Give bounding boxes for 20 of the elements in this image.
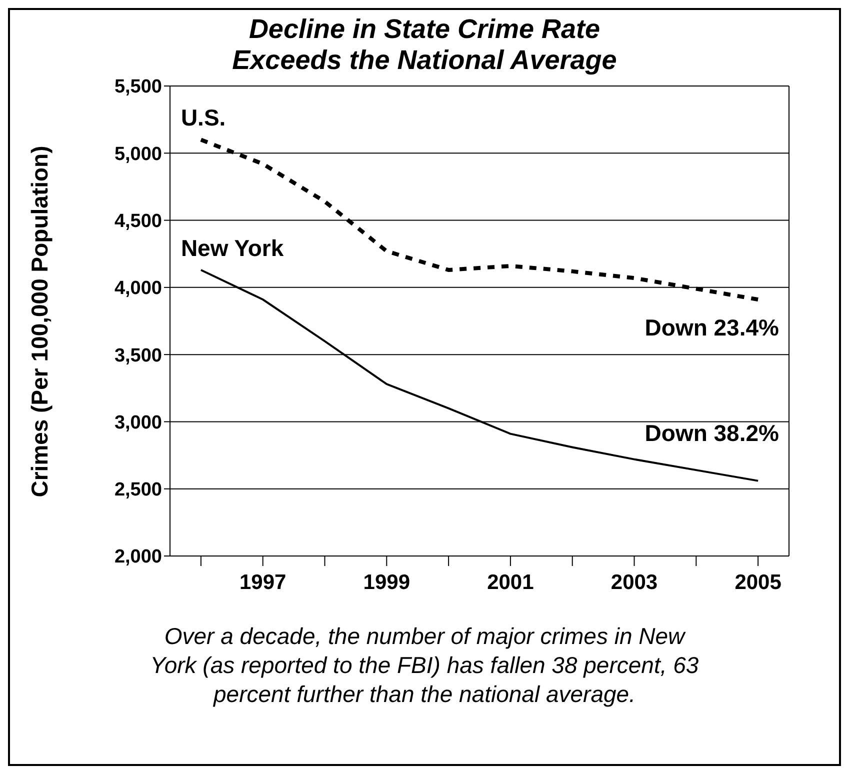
y-tick-label: 3,000 xyxy=(114,412,162,434)
series-label: U.S. xyxy=(180,104,226,131)
x-tick-label: 2003 xyxy=(610,570,658,594)
y-tick-label: 2,000 xyxy=(114,546,162,568)
chart-title: Decline in State Crime Rate Exceeds the National Average xyxy=(231,14,618,76)
annotation: Down 23.4% xyxy=(644,314,779,341)
series-label: New York xyxy=(180,234,284,261)
y-tick-label: 3,500 xyxy=(114,345,162,366)
y-tick-label: 5,000 xyxy=(114,144,162,165)
y-tick-label: 4,500 xyxy=(114,211,162,232)
y-axis-title: Crimes (Per 100,000 Population) xyxy=(26,145,54,497)
y-tick-label: 2,500 xyxy=(114,480,162,501)
x-tick-label: 2005 xyxy=(734,570,782,594)
x-tick-label: 1997 xyxy=(239,570,286,594)
y-tick-label: 4,000 xyxy=(114,278,162,300)
x-tick-label: 2001 xyxy=(487,570,534,594)
text: Over a decade, the number of major crimes in New York (as reported to the FBI) has fallen 38 percent, 63 percent further than the national average. xyxy=(149,622,700,709)
x-tick-label: 1999 xyxy=(363,570,410,594)
annotation: Down 38.2% xyxy=(644,420,779,446)
y-tick-label: 5,500 xyxy=(114,76,162,98)
